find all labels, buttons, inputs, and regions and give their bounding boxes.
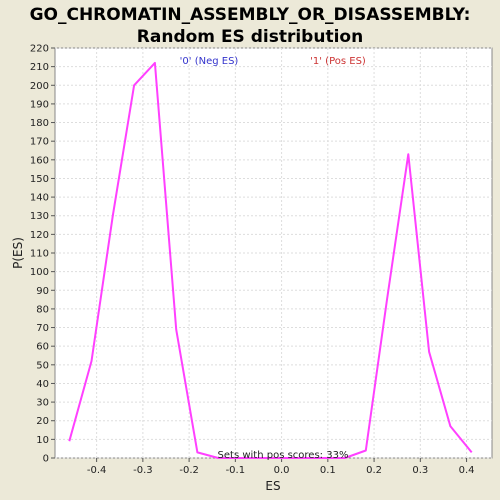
- y-tick-label: 10: [36, 435, 49, 446]
- x-tick-label: 0.0: [274, 465, 290, 476]
- y-tick-label: 60: [36, 342, 49, 353]
- chart-subtitle: Random ES distribution: [137, 27, 363, 47]
- y-tick-label: 180: [30, 118, 49, 129]
- y-tick-label: 220: [30, 44, 49, 55]
- y-axis-label: P(ES): [11, 237, 25, 269]
- legend-pos-es: '1' (Pos ES): [310, 56, 366, 67]
- x-tick-label: 0.3: [412, 465, 428, 476]
- x-tick-label: -0.2: [179, 465, 199, 476]
- y-tick-label: 0: [43, 454, 49, 465]
- series: [68, 61, 473, 459]
- chart-title: GO_CHROMATIN_ASSEMBLY_OR_DISASSEMBLY:: [30, 5, 471, 25]
- y-tick-label: 190: [30, 99, 49, 110]
- series-line: [68, 61, 473, 459]
- grid: [55, 47, 492, 459]
- x-tick-label: -0.3: [133, 465, 153, 476]
- y-tick-label: 120: [30, 230, 49, 241]
- y-tick-label: 200: [30, 81, 49, 92]
- y-tick-label: 130: [30, 211, 49, 222]
- x-tick-label: 0.4: [459, 465, 475, 476]
- y-tick-label: 210: [30, 62, 49, 73]
- y-tick-label: 30: [36, 398, 49, 409]
- y-axis-ticks: 0 10 20 30 40 50 60 70 80 90 100 110 120 130 140 150 160…: [30, 44, 55, 465]
- y-tick-label: 70: [36, 323, 49, 334]
- y-tick-label: 150: [30, 174, 49, 185]
- x-axis-ticks: -0.4 -0.3 -0.2 -0.1 0.0 0.1 0.2 0.3 0.4: [87, 458, 475, 476]
- y-tick-label: 140: [30, 193, 49, 204]
- x-tick-label: -0.4: [87, 465, 107, 476]
- x-tick-label: 0.2: [366, 465, 382, 476]
- x-axis-label: ES: [265, 479, 280, 493]
- x-tick-label: 0.1: [320, 465, 336, 476]
- x-tick-label: -0.1: [226, 465, 246, 476]
- y-tick-label: 50: [36, 360, 49, 371]
- y-tick-label: 20: [36, 416, 49, 427]
- y-tick-label: 90: [36, 286, 49, 297]
- y-tick-label: 110: [30, 249, 49, 260]
- pos-scores-annotation: Sets with pos scores: 33%: [218, 450, 349, 461]
- y-tick-label: 40: [36, 379, 49, 390]
- legend-neg-es: '0' (Neg ES): [180, 56, 239, 67]
- y-tick-label: 100: [30, 267, 49, 278]
- y-tick-label: 80: [36, 304, 49, 315]
- y-tick-label: 170: [30, 137, 49, 148]
- y-tick-label: 160: [30, 155, 49, 166]
